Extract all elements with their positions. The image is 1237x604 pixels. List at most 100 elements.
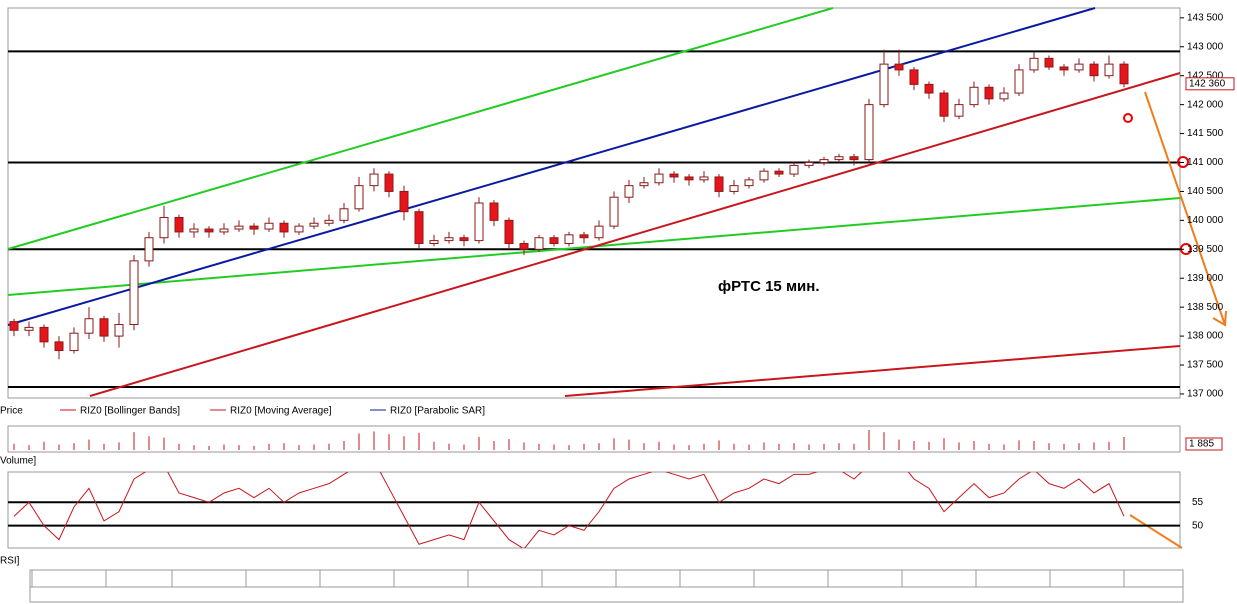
rsi-line bbox=[13, 472, 1125, 548]
candle-body bbox=[834, 156, 844, 161]
trendlines bbox=[7, 7, 1227, 549]
candle-body bbox=[714, 176, 724, 192]
candle-body bbox=[264, 222, 274, 230]
legend-entry: Price bbox=[0, 406, 23, 417]
candle-body bbox=[969, 86, 979, 106]
candle-body bbox=[924, 83, 934, 94]
last-price-label: 142 360 bbox=[1189, 78, 1226, 89]
candle-body bbox=[159, 216, 169, 239]
volume-panel bbox=[7, 425, 1181, 453]
candle-body bbox=[1089, 63, 1099, 77]
volume-last-label: 1 885 bbox=[1189, 439, 1214, 450]
candle-body bbox=[984, 86, 994, 100]
candle-body bbox=[654, 173, 664, 184]
y-tick-label: 143 500 bbox=[1187, 12, 1224, 23]
candle-body bbox=[909, 69, 919, 85]
candle-body bbox=[294, 225, 304, 233]
y-tick-label: 139 000 bbox=[1187, 273, 1224, 284]
price-panel bbox=[7, 7, 1181, 399]
rsi-panel bbox=[7, 471, 1181, 549]
candle-body bbox=[519, 243, 529, 250]
candle-body bbox=[549, 237, 559, 245]
candle-body bbox=[399, 190, 409, 213]
candle-body bbox=[444, 237, 454, 242]
candle-body bbox=[849, 156, 859, 161]
candle-body bbox=[189, 228, 199, 233]
candle-body bbox=[279, 222, 289, 233]
candle-body bbox=[819, 159, 829, 163]
candle-body bbox=[699, 176, 709, 181]
y-tick-label: 140 000 bbox=[1187, 215, 1224, 226]
rsi-tick-label: 50 bbox=[1192, 520, 1204, 531]
candle-body bbox=[174, 216, 184, 233]
legend-entry: RIZ0 [Moving Average] bbox=[230, 406, 332, 417]
candle-body bbox=[804, 161, 814, 166]
legend-entry: RIZ0 [Parabolic SAR] bbox=[390, 406, 485, 417]
marker bbox=[1177, 156, 1189, 168]
candle-body bbox=[534, 237, 544, 250]
candle-body bbox=[759, 170, 769, 181]
rsi-arrow bbox=[1129, 514, 1183, 549]
y-tick-label: 139 500 bbox=[1187, 244, 1224, 255]
candle-body bbox=[1119, 63, 1129, 85]
candle-body bbox=[684, 176, 694, 181]
candle-body bbox=[99, 318, 109, 337]
trendline bbox=[7, 7, 834, 250]
annotation: фРТС 15 мин. bbox=[718, 278, 820, 295]
candle-body bbox=[999, 92, 1009, 100]
y-tick-label: 137 000 bbox=[1187, 389, 1224, 400]
marker bbox=[1123, 113, 1133, 123]
candle-body bbox=[69, 332, 79, 352]
last-price-box bbox=[1185, 77, 1235, 91]
candle-body bbox=[384, 173, 394, 192]
trendline bbox=[564, 345, 1181, 397]
y-tick-label: 141 000 bbox=[1187, 157, 1224, 168]
candle-body bbox=[1104, 63, 1114, 77]
candle-body bbox=[114, 324, 124, 337]
rsi-title: RSI] bbox=[0, 556, 20, 567]
candle-body bbox=[54, 341, 64, 352]
volume-last-box bbox=[1185, 437, 1223, 451]
candle-body bbox=[414, 211, 424, 245]
candle-body bbox=[669, 173, 679, 178]
trendline bbox=[7, 7, 1096, 326]
candle-body bbox=[744, 179, 754, 187]
time-axis bbox=[29, 569, 1184, 603]
volume-title: Volume] bbox=[0, 456, 36, 467]
candle-body bbox=[864, 104, 874, 161]
y-tick-label: 137 500 bbox=[1187, 360, 1224, 371]
candle-body bbox=[1029, 57, 1039, 71]
trendline bbox=[89, 72, 1181, 397]
candle-body bbox=[609, 196, 619, 227]
y-tick-label: 138 000 bbox=[1187, 331, 1224, 342]
panels bbox=[7, 7, 1184, 603]
candle-body bbox=[729, 185, 739, 192]
candle-body bbox=[339, 208, 349, 221]
candle-body bbox=[594, 225, 604, 239]
candle-body bbox=[354, 185, 364, 210]
legend-entry: RIZ0 [Bollinger Bands] bbox=[80, 406, 180, 417]
y-tick-label: 142 000 bbox=[1187, 99, 1224, 110]
candle-body bbox=[504, 219, 514, 245]
candle-body bbox=[789, 164, 799, 175]
candle-body bbox=[1059, 66, 1069, 71]
y-tick-label: 141 500 bbox=[1187, 128, 1224, 139]
candle-body bbox=[939, 92, 949, 117]
candle-body bbox=[369, 173, 379, 187]
candle-body bbox=[459, 237, 469, 242]
candle-body bbox=[624, 185, 634, 198]
candle-body bbox=[144, 237, 154, 262]
candle-body bbox=[579, 234, 589, 239]
candle-body bbox=[489, 202, 499, 221]
candle-body bbox=[9, 321, 19, 331]
candle-body bbox=[129, 260, 139, 326]
candle-body bbox=[954, 104, 964, 117]
candle-body bbox=[249, 225, 259, 230]
forecast-arrow bbox=[1144, 91, 1226, 326]
candle-body bbox=[879, 63, 889, 106]
y-tick-label: 138 500 bbox=[1187, 302, 1224, 313]
candle-body bbox=[324, 219, 334, 224]
candle-body bbox=[564, 234, 574, 245]
candle-body bbox=[639, 182, 649, 187]
